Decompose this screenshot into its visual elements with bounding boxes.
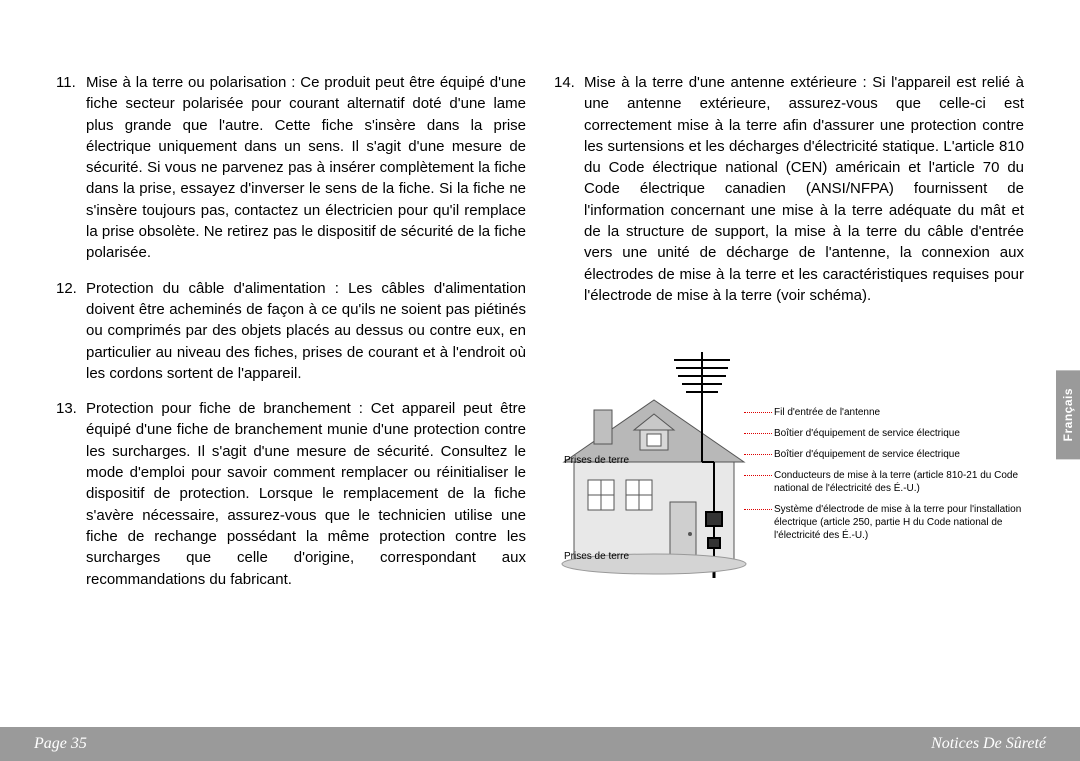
diagram-label: Boîtier d'équipement de service électriq… (774, 427, 1024, 440)
diagram-label-left: Prises de terre (564, 550, 629, 564)
item-number: 13. (56, 398, 86, 590)
right-column: 14. Mise à la terre d'une antenne extéri… (554, 72, 1024, 622)
list-item: 12. Protection du câble d'alimentation :… (56, 278, 526, 384)
diagram-label: Conducteurs de mise à la terre (article … (774, 469, 1024, 495)
page-footer: Page 35 Notices De Sûreté (0, 727, 1080, 761)
grounding-diagram: Prises de terre Prises de terre Fil d'en… (554, 322, 1024, 622)
diagram-label: Boîtier d'équipement de service électriq… (774, 448, 1024, 461)
item-number: 11. (56, 72, 86, 264)
list-item: 14. Mise à la terre d'une antenne extéri… (554, 72, 1024, 306)
item-text: Protection pour fiche de branchement : C… (86, 398, 526, 590)
item-text: Protection du câble d'alimentation : Les… (86, 278, 526, 384)
item-number: 14. (554, 72, 584, 306)
diagram-label-left: Prises de terre (564, 454, 629, 468)
list-item: 13. Protection pour fiche de branchement… (56, 398, 526, 590)
item-text: Mise à la terre ou polarisation : Ce pro… (86, 72, 526, 264)
language-tab: Français (1056, 370, 1080, 459)
diagram-label: Fil d'entrée de l'antenne (774, 406, 1024, 419)
diagram-label: Système d'électrode de mise à la terre p… (774, 503, 1024, 542)
diagram-right-labels: Fil d'entrée de l'antenne Boîtier d'équi… (774, 406, 1024, 550)
item-text: Mise à la terre d'une antenne extérieure… (584, 72, 1024, 306)
page-number: Page 35 (34, 735, 87, 753)
section-title: Notices De Sûreté (931, 735, 1046, 753)
item-number: 12. (56, 278, 86, 384)
left-column: 11. Mise à la terre ou polarisation : Ce… (56, 72, 526, 622)
list-item: 11. Mise à la terre ou polarisation : Ce… (56, 72, 526, 264)
